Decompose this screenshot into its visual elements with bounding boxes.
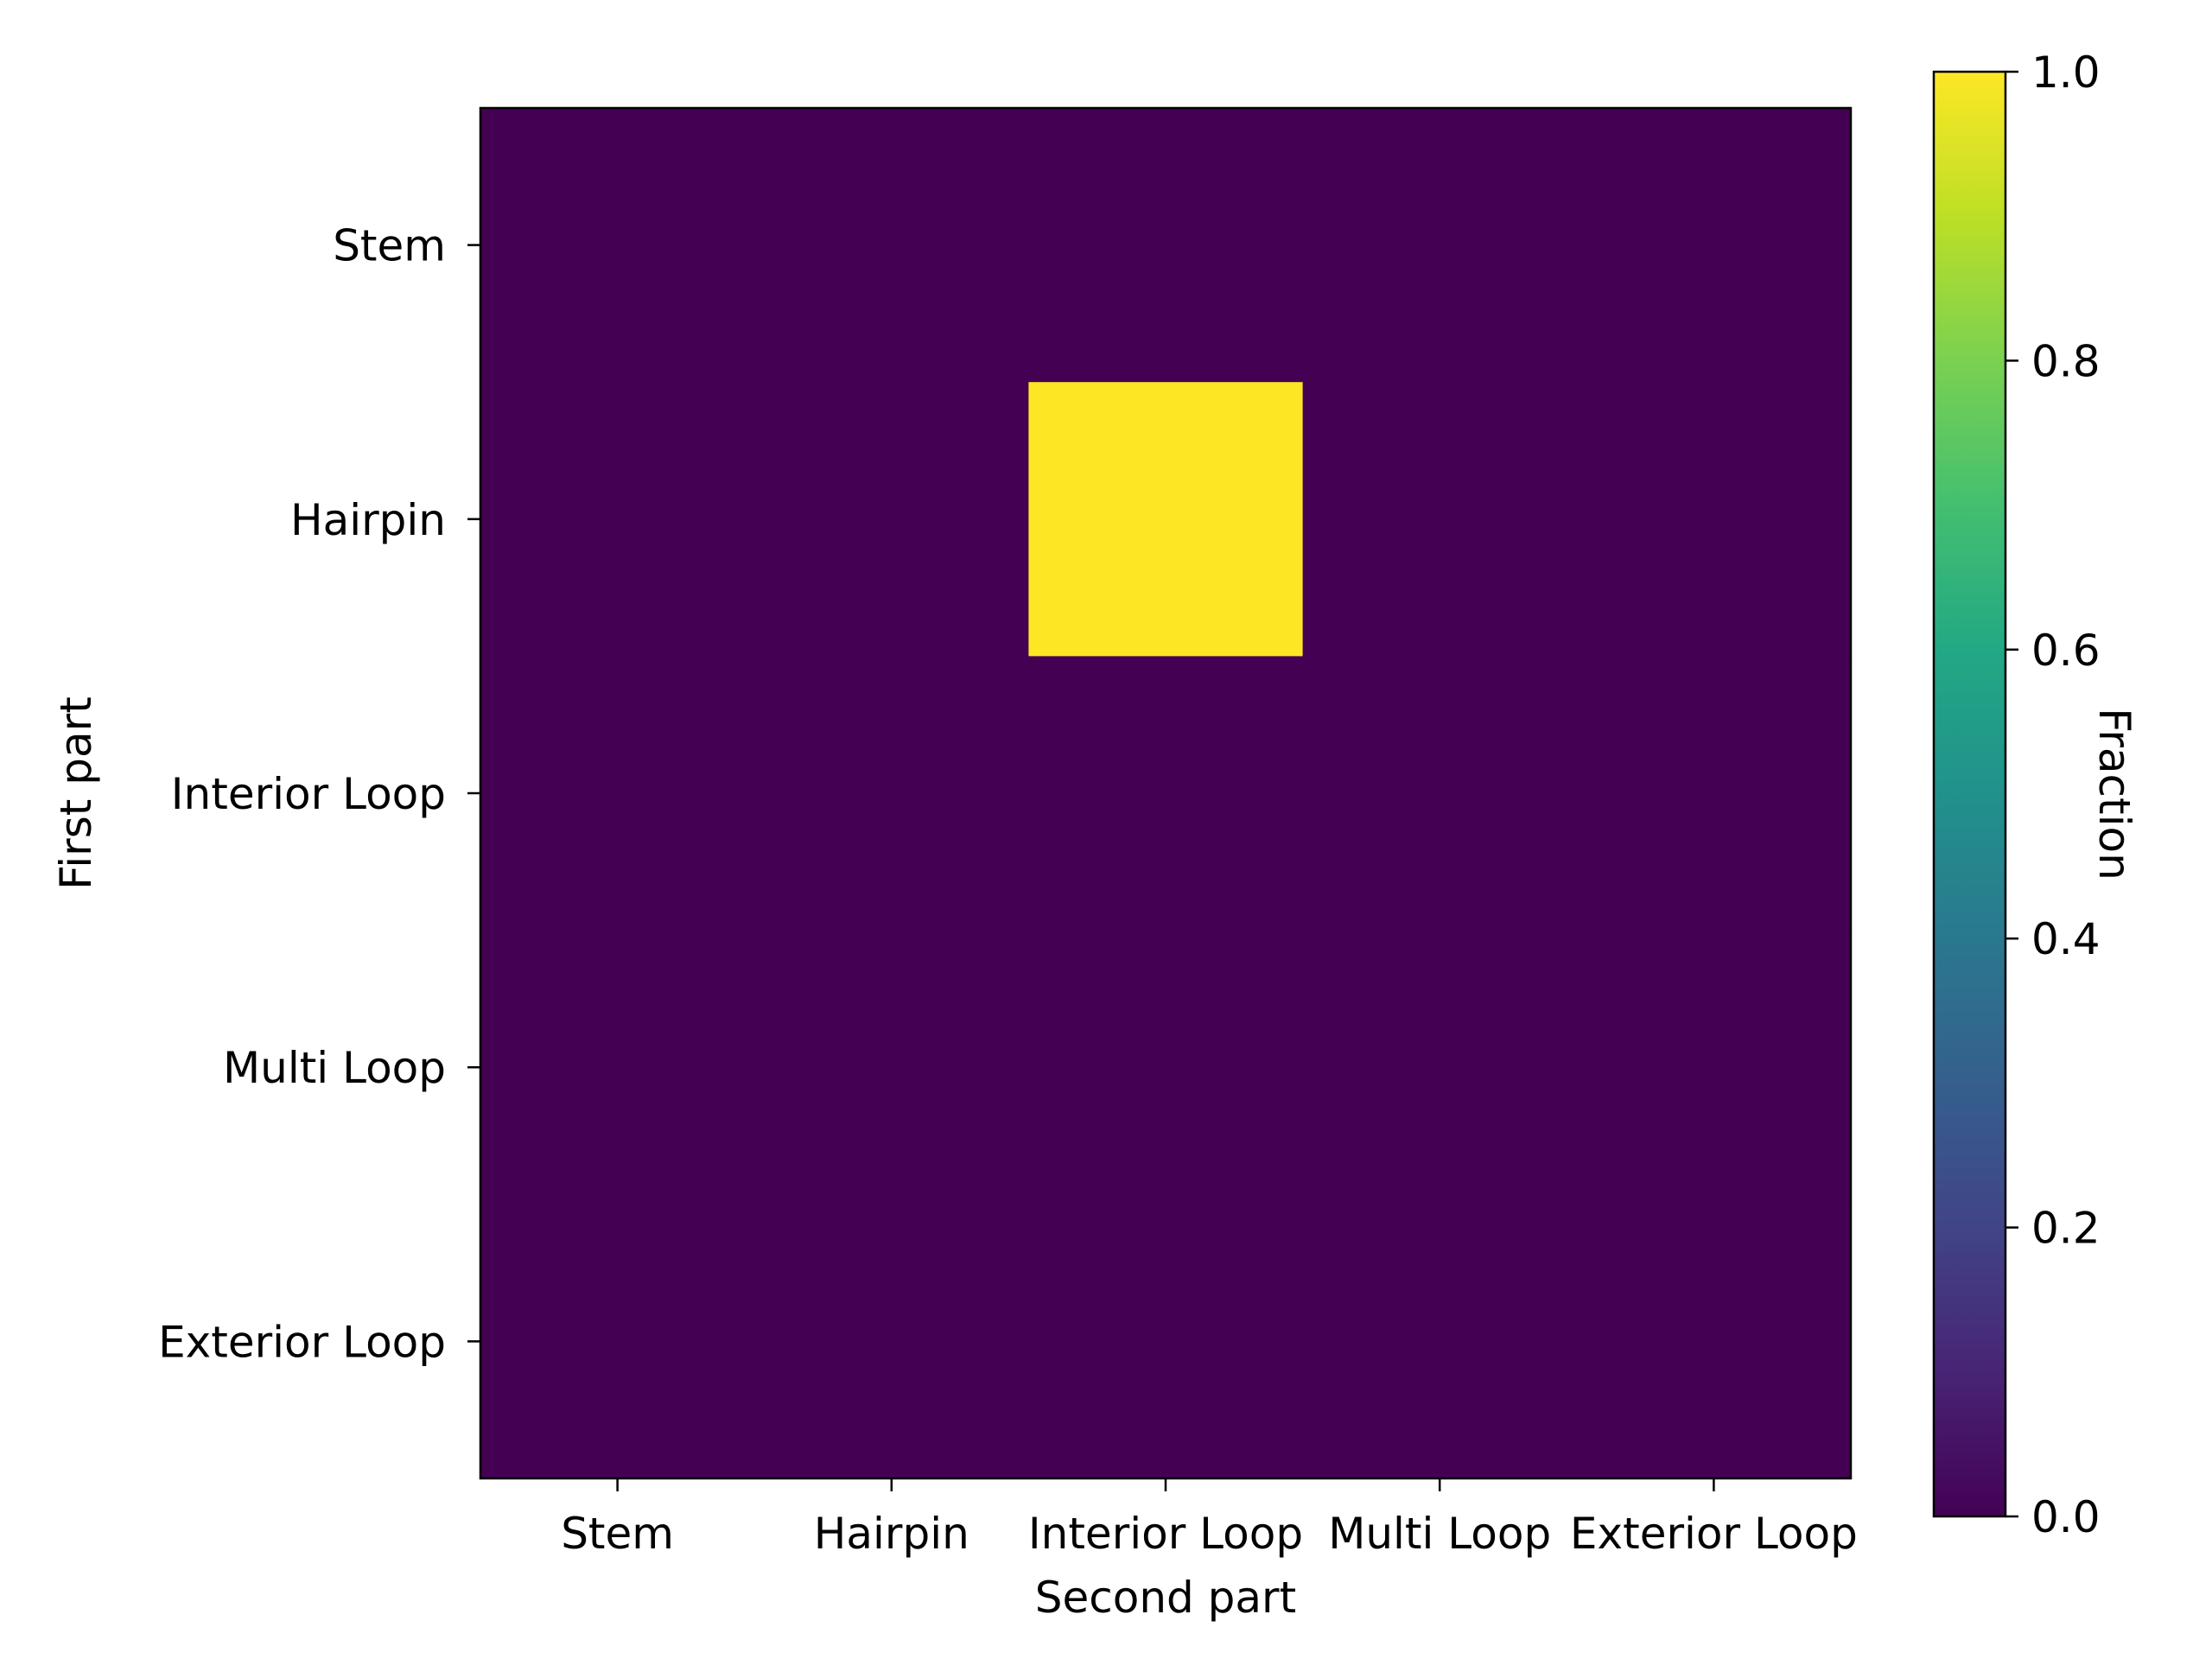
y-axis-ticks: Stem Hairpin Interior Loop Multi Loop Exteri… <box>158 221 480 1367</box>
x-axis-ticks: Stem Hairpin Interior Loop Multi Loop Exteri… <box>561 1478 1858 1559</box>
colorbar-tick-label: 0.6 <box>2031 626 2101 676</box>
heatmap-cell <box>480 930 755 1205</box>
heatmap-cell <box>754 656 1029 931</box>
x-tick-label: Multi Loop <box>1328 1509 1551 1559</box>
heatmap-cell <box>1028 1204 1304 1479</box>
heatmap-cell <box>1302 656 1578 931</box>
colorbar-tick-label: 1.0 <box>2031 48 2101 98</box>
x-tick-label: Hairpin <box>814 1509 969 1559</box>
heatmap-cell <box>1302 930 1578 1205</box>
heatmap-cell <box>754 108 1029 383</box>
x-axis-label: Second part <box>1035 1573 1296 1623</box>
x-tick-label: Exterior Loop <box>1570 1509 1858 1559</box>
heatmap-cell <box>1302 108 1578 383</box>
colorbar-tick-label: 0.8 <box>2031 336 2101 386</box>
heatmap-cells <box>480 108 1852 1479</box>
colorbar <box>1932 70 2007 1518</box>
heatmap-cell <box>480 382 755 657</box>
heatmap-cell <box>1576 382 1852 657</box>
heatmap-cell <box>754 382 1029 657</box>
colorbar-label: Fraction <box>2089 708 2139 880</box>
heatmap-cell <box>1028 656 1304 931</box>
heatmap-cell <box>1302 1204 1578 1479</box>
heatmap-cell <box>480 1204 755 1479</box>
y-tick-label: Multi Loop <box>223 1043 446 1093</box>
y-tick-label: Interior Loop <box>171 769 446 819</box>
y-tick-label: Exterior Loop <box>158 1317 446 1367</box>
x-tick-label: Stem <box>561 1509 674 1559</box>
y-axis-label: First part <box>51 696 101 890</box>
colorbar-ticks: 0.0 0.2 0.4 0.6 0.8 1.0 <box>2005 48 2101 1542</box>
heatmap-cell <box>1028 108 1304 383</box>
heatmap-cell <box>480 108 755 383</box>
heatmap-cell <box>754 1204 1029 1479</box>
heatmap-cell <box>1302 382 1578 657</box>
colorbar-tick-label: 0.0 <box>2031 1492 2101 1542</box>
heatmap-cell <box>480 656 755 931</box>
heatmap-cell <box>1028 382 1304 657</box>
heatmap-cell <box>1576 1204 1852 1479</box>
colorbar-tick-label: 0.2 <box>2031 1204 2101 1254</box>
y-tick-label: Hairpin <box>290 495 446 545</box>
x-tick-label: Interior Loop <box>1028 1509 1303 1559</box>
y-tick-label: Stem <box>333 221 446 271</box>
heatmap-cell <box>1576 656 1852 931</box>
heatmap-cell <box>1028 930 1304 1205</box>
heatmap-cell <box>754 930 1029 1205</box>
heatmap-cell <box>1576 930 1852 1205</box>
heatmap-cell <box>1576 108 1852 383</box>
colorbar-tick-label: 0.4 <box>2031 914 2101 964</box>
